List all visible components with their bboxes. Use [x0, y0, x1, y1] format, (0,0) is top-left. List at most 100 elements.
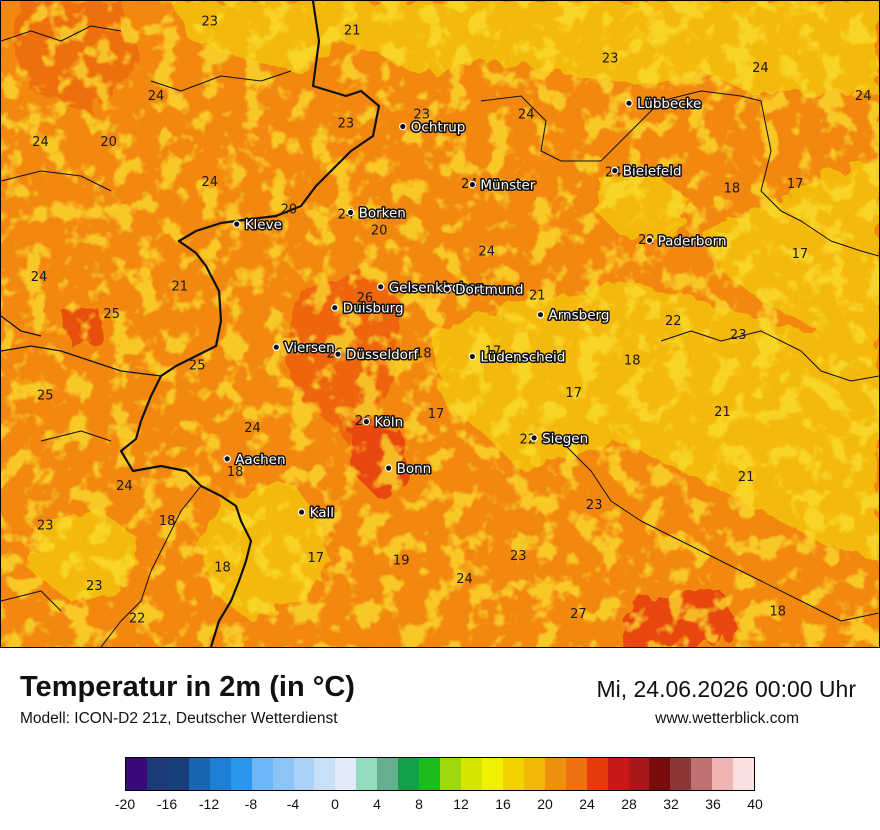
temperature-value: 21: [529, 289, 546, 304]
temperature-value: 23: [414, 107, 431, 122]
temperature-value: 23: [730, 328, 747, 343]
legend-tick-label: 12: [453, 796, 469, 812]
legend-swatch: [335, 758, 357, 790]
city-name: Duisburg: [343, 301, 404, 317]
temperature-value: 18: [624, 354, 641, 369]
city-dot-icon: [232, 220, 241, 228]
temperature-value: 17: [485, 344, 502, 359]
legend-tick-label: 36: [705, 796, 721, 812]
border-nl-be: [1, 345, 162, 377]
temperature-value: 24: [32, 135, 49, 150]
legend-swatch: [251, 758, 273, 790]
temperature-value: 21: [344, 24, 361, 39]
legend-swatch: [377, 758, 399, 790]
temperature-value: 25: [189, 358, 206, 373]
city-marker[interactable]: Köln: [362, 413, 405, 432]
city-name: Gelsenkirchen: [389, 280, 485, 296]
city-marker[interactable]: Bonn: [384, 460, 433, 479]
temperature-value: 17: [565, 386, 582, 401]
temperature-value: 23: [586, 498, 603, 513]
city-dot-icon: [297, 508, 306, 517]
city-dot-icon: [645, 236, 654, 245]
legend-tick-label: 0: [331, 796, 339, 812]
city-marker[interactable]: Lüdenscheid: [468, 348, 567, 367]
state-border-north: [480, 90, 879, 257]
legend-swatch: [272, 758, 294, 790]
city-name: Münster: [480, 178, 535, 194]
city-marker[interactable]: Kleve: [232, 216, 283, 235]
legend-tick-label: 8: [415, 796, 423, 812]
legend-swatch: [565, 758, 587, 790]
city-dot-icon: [376, 282, 385, 291]
legend-tick-label: 4: [373, 796, 381, 812]
city-name: Bielefeld: [623, 164, 682, 180]
temperature-value: 25: [103, 307, 120, 322]
city-marker[interactable]: Borken: [346, 204, 407, 223]
border-coast: [1, 315, 42, 337]
legend-swatch: [628, 758, 650, 790]
city-dot-icon: [330, 303, 339, 312]
color-legend: [125, 757, 755, 791]
legend-swatch: [146, 758, 168, 790]
temperature-value: 18: [214, 561, 231, 576]
temperature-value: 24: [202, 175, 219, 190]
borders: [1, 1, 879, 647]
city-marker[interactable]: Viersen: [272, 339, 336, 358]
city-dot-icon: [530, 434, 538, 442]
city-marker[interactable]: Bielefeld: [610, 162, 683, 181]
legend-swatch: [419, 758, 441, 790]
city-marker[interactable]: Lübbecke: [625, 95, 703, 114]
city-dot-icon: [272, 343, 281, 352]
legend-swatch: [293, 758, 315, 790]
temperature-value: 17: [308, 551, 325, 566]
legend-tick-label: 24: [579, 796, 595, 812]
city-marker[interactable]: Duisburg: [330, 299, 405, 318]
temperature-map[interactable]: 23 21 24 23 24 24 23 24 23 23 24 20 24 24 24 18 17 20 24 20…: [0, 0, 880, 648]
temperature-value: 18: [415, 347, 432, 362]
city-marker[interactable]: Aachen: [223, 450, 287, 469]
city-marker[interactable]: Kall: [297, 504, 335, 523]
city-name: Lübbecke: [637, 96, 701, 112]
city-marker[interactable]: Arnsberg: [536, 306, 611, 325]
temperature-value: 18: [227, 465, 244, 480]
city-name: Köln: [374, 415, 403, 431]
legend-swatch: [544, 758, 566, 790]
temperature-value: 24: [855, 89, 872, 104]
city-dot-icon: [625, 99, 633, 108]
legend-swatch: [356, 758, 378, 790]
legend-tick-label: 40: [747, 796, 763, 812]
city-name: Viersen: [284, 340, 334, 356]
temperature-value: 23: [202, 14, 219, 29]
temperature-value: 17: [787, 177, 804, 192]
legend-tick-label: -4: [286, 796, 300, 812]
city-marker[interactable]: Düsseldorf: [334, 346, 421, 365]
city-name: Paderborn: [658, 233, 727, 249]
city-marker[interactable]: Paderborn: [645, 232, 728, 251]
website-link[interactable]: www.wetterblick.com: [655, 710, 799, 727]
temperature-value: 24: [148, 89, 165, 104]
province-border-d: [40, 430, 112, 442]
city-name: Dortmund: [455, 282, 523, 298]
legend-tick-label: -20: [114, 796, 136, 812]
temperature-value: 24: [116, 479, 133, 494]
legend-tick-label: 16: [495, 796, 511, 812]
legend-swatch: [126, 758, 147, 790]
temperature-value: 18: [724, 182, 741, 197]
province-border-e: [1, 590, 62, 612]
temperature-value: 22: [129, 612, 146, 627]
city-marker[interactable]: Gelsenkirchen: [376, 278, 486, 297]
temperature-value: 26: [357, 291, 374, 306]
city-dot-icon: [384, 464, 393, 472]
temperature-value: 23: [645, 98, 662, 113]
national-border: [119, 1, 381, 647]
city-marker[interactable]: Siegen: [530, 429, 590, 448]
city-dot-icon: [468, 352, 477, 361]
temperature-value: 21: [738, 470, 755, 485]
city-dot-icon: [346, 208, 355, 217]
city-marker[interactable]: Ochtrup: [398, 118, 467, 137]
legend-swatch: [586, 758, 608, 790]
legend-swatch: [670, 758, 692, 790]
city-marker[interactable]: Münster: [468, 176, 537, 195]
city-marker[interactable]: Dortmund: [443, 281, 525, 300]
map-canvas: 23 21 24 23 24 24 23 24 23 23 24 20 24 24 24 18 17 20 24 20…: [1, 1, 879, 647]
